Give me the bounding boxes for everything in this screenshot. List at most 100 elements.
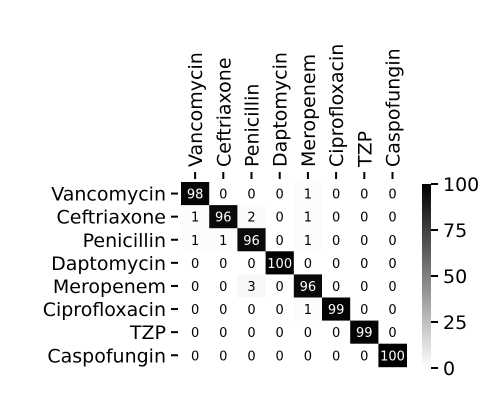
cell-value-label: 0	[219, 303, 227, 318]
heatmap-cell	[181, 297, 210, 321]
heatmap-cell	[181, 182, 210, 206]
cell-value-label: 0	[276, 349, 284, 364]
heatmap-cell	[237, 320, 266, 345]
heatmap-cells: 98 0 0 0 1 0 0 01 96 2 0 1 0 0 01 1 96 0 1 0 0 00 0 0 100 0 0 0 00 0 3…	[181, 182, 407, 368]
heatmap-cell	[265, 205, 295, 229]
cell-value-label: 0	[360, 303, 368, 318]
row-tick-labels: VancomycinCeftriaxonePenicillinDaptomyci…	[43, 184, 178, 367]
colorbar: 0 25 50 75 100	[422, 174, 479, 380]
cell-value-label: 0	[360, 349, 368, 364]
cell-value-label: 0	[332, 234, 340, 249]
cell-value-label: 0	[388, 234, 396, 249]
cell-value-label: 0	[247, 303, 255, 318]
heatmap-cell	[293, 251, 323, 275]
column-tick-labels: Vancomycin Ceftriaxone Penicillin Daptomyci…	[185, 44, 405, 179]
cell-value-label: 0	[247, 349, 255, 364]
cell-value-label: 100	[380, 349, 405, 364]
cell-value-label: 0	[388, 303, 396, 318]
row-label: Caspofungin	[47, 345, 166, 367]
heatmap-cell	[378, 182, 407, 206]
heatmap-cell	[181, 228, 210, 252]
cell-value-label: 0	[247, 257, 255, 272]
cell-value-label: 0	[360, 257, 368, 272]
cell-value-label: 2	[247, 211, 255, 226]
cell-value-label: 1	[304, 303, 312, 318]
cell-value-label: 0	[332, 257, 340, 272]
cell-value-label: 0	[304, 349, 312, 364]
heatmap-cell	[378, 228, 407, 252]
heatmap-cell	[265, 228, 295, 252]
column-label: Meropenem	[298, 54, 320, 167]
heatmap-cell	[237, 343, 266, 368]
heatmap-cell	[293, 228, 323, 252]
heatmap-cell	[237, 274, 266, 298]
cell-value-label: 0	[247, 188, 255, 203]
heatmap-cell	[293, 205, 323, 229]
cell-value-label: 0	[332, 326, 340, 341]
heatmap-cell	[293, 297, 323, 321]
cell-value-label: 99	[356, 326, 373, 341]
cell-value-label: 0	[360, 234, 368, 249]
heatmap-cell	[350, 274, 379, 298]
heatmap-cell	[265, 182, 295, 206]
column-label: Vancomycin	[185, 52, 207, 167]
heatmap-cell	[378, 205, 407, 229]
heatmap-cell	[322, 320, 351, 345]
column-label: Daptomycin	[270, 52, 292, 167]
cell-value-label: 0	[276, 303, 284, 318]
cell-value-label: 1	[191, 234, 199, 249]
cell-value-label: 0	[332, 211, 340, 226]
cell-value-label: 0	[219, 188, 227, 203]
heatmap-cell	[209, 297, 238, 321]
heatmap-cell	[181, 343, 210, 368]
heatmap-cell	[350, 205, 379, 229]
row-label: Vancomycin	[51, 184, 166, 206]
heatmap-cell	[293, 343, 323, 368]
cell-value-label: 96	[215, 211, 232, 226]
heatmap-cell	[237, 228, 266, 252]
cell-value-label: 1	[191, 211, 199, 226]
cell-value-label: 1	[219, 234, 227, 249]
heatmap-cell	[237, 251, 266, 275]
cell-value-label: 100	[267, 257, 292, 272]
heatmap-cell	[350, 320, 379, 345]
colorbar-tick-label: 0	[443, 358, 455, 380]
heatmap-cell	[265, 297, 295, 321]
cell-value-label: 0	[247, 326, 255, 341]
cell-value-label: 0	[191, 303, 199, 318]
cell-value-label: 0	[332, 349, 340, 364]
row-label: Ceftriaxone	[56, 207, 166, 229]
heatmap-cell	[350, 182, 379, 206]
cell-value-label: 0	[191, 257, 199, 272]
heatmap-cell	[209, 320, 238, 345]
heatmap-cell	[181, 205, 210, 229]
cell-value-label: 1	[304, 211, 312, 226]
heatmap-cell	[209, 182, 238, 206]
colorbar-tick-label: 100	[443, 174, 479, 196]
heatmap-cell	[322, 205, 351, 229]
cell-value-label: 3	[247, 280, 255, 295]
heatmap-cell	[322, 251, 351, 275]
heatmap-cell	[265, 320, 295, 345]
cell-value-label: 99	[328, 303, 345, 318]
heatmap-cell	[181, 251, 210, 275]
cell-value-label: 98	[187, 188, 204, 203]
cell-value-label: 0	[276, 211, 284, 226]
heatmap-cell	[322, 297, 351, 321]
column-label: Penicillin	[242, 84, 264, 167]
cell-value-label: 0	[191, 349, 199, 364]
cell-value-label: 0	[360, 188, 368, 203]
cell-value-label: 0	[219, 280, 227, 295]
row-label: Ciprofloxacin	[43, 299, 166, 321]
cell-value-label: 0	[219, 349, 227, 364]
heatmap-cell	[181, 320, 210, 345]
column-label: Caspofungin	[383, 48, 405, 167]
heatmap-cell	[350, 251, 379, 275]
cell-value-label: 96	[243, 234, 260, 249]
heatmap-cell	[350, 343, 379, 368]
cell-value-label: 0	[276, 280, 284, 295]
heatmap-cell	[350, 228, 379, 252]
heatmap-cell	[209, 251, 238, 275]
row-label: Daptomycin	[51, 253, 166, 275]
